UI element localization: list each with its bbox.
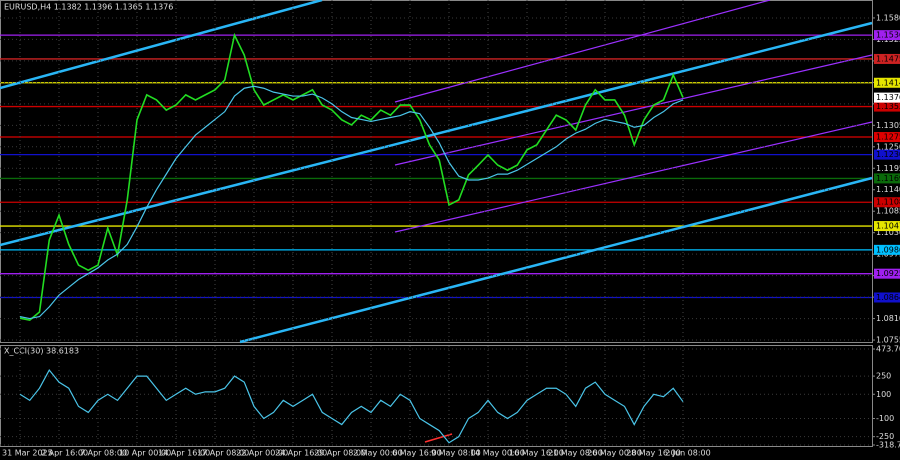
series-line — [19, 368, 684, 444]
divergence-line — [424, 433, 453, 443]
y-tick-label: 1.0810 — [876, 314, 900, 323]
y-tick-label: 1.1580 — [876, 13, 900, 22]
x-tick-label: 14 Apr 16:00 — [158, 449, 210, 458]
level-label: 1.1169 — [876, 174, 900, 183]
price-label-bg — [874, 92, 900, 103]
series-line — [19, 85, 684, 320]
level-label-bg — [874, 221, 900, 232]
level-label: 1.1230 — [876, 150, 900, 159]
level-label-bg — [874, 101, 900, 112]
level-label-bg — [874, 132, 900, 143]
x-tick-label: 2 Apr 16:00 — [41, 449, 88, 458]
level-label: 1.1108 — [876, 198, 900, 207]
channel-line — [239, 176, 873, 344]
x-tick-label: 21 May 08:00 — [548, 449, 603, 458]
channel-line — [394, 121, 873, 233]
channel-line — [0, 0, 323, 90]
level-label: 1.0986 — [876, 245, 900, 254]
level-label-bg — [874, 77, 900, 88]
level-label: 1.1353 — [876, 102, 900, 111]
series-line — [19, 32, 684, 321]
x-tick-label: 10 Apr 00:00 — [119, 449, 171, 458]
x-tick-label: 14 May 00:00 — [470, 449, 525, 458]
level-label: 1.1536 — [876, 31, 900, 40]
level-label-bg — [874, 149, 900, 160]
y-tick-label: 473.707 — [876, 345, 900, 354]
x-tick-label: 7 Apr 08:00 — [80, 449, 127, 458]
channel-line — [0, 21, 873, 247]
price-label: 1.1376 — [876, 93, 900, 102]
x-tick-label: 22 Apr 00:00 — [236, 449, 288, 458]
y-tick-label: -318.786 — [876, 441, 900, 450]
level-label: 1.0864 — [876, 293, 900, 302]
channel-line — [394, 0, 771, 103]
y-tick-label: 1.1250 — [876, 142, 900, 151]
level-label: 1.1275 — [876, 133, 900, 142]
x-tick-label: 6 May 16:00 — [392, 449, 442, 458]
y-tick-label: 1.1305 — [876, 121, 900, 130]
y-tick-label: -100 — [876, 414, 894, 423]
main-frame — [0, 0, 873, 343]
level-label-bg — [874, 197, 900, 208]
level-label-bg — [874, 268, 900, 279]
level-label-bg — [874, 30, 900, 41]
level-label: 1.1047 — [876, 222, 900, 231]
x-tick-label: 31 Mar 2025 — [2, 449, 53, 458]
channel-lines — [0, 0, 873, 443]
x-tick-label: 2 Jun 08:00 — [665, 449, 711, 458]
y-tick-label: 1.1195 — [876, 164, 900, 173]
level-label-bg — [874, 292, 900, 303]
level-label: 1.0925 — [876, 269, 900, 278]
cci-frame — [0, 345, 873, 447]
x-tick-label: 2 May 00:00 — [353, 449, 403, 458]
indicator-title: X_CCI(30) 38.6183 — [4, 347, 79, 356]
x-tick-label: 28 May 16:00 — [626, 449, 681, 458]
channel-line — [394, 54, 873, 166]
y-tick-label: 1.1030 — [876, 228, 900, 237]
x-tick-label: 24 Apr 16:00 — [275, 449, 327, 458]
y-tick-label: 250 — [876, 372, 891, 381]
y-tick-label: 1.1085 — [876, 207, 900, 216]
y-tick-label: 100 — [876, 390, 891, 399]
level-label: 1.1475 — [876, 54, 900, 63]
y-tick-label: 1.0755 — [876, 336, 900, 345]
x-tick-label: 17 Apr 08:00 — [197, 449, 249, 458]
x-tick-label: 29 Apr 08:00 — [314, 449, 366, 458]
level-label-bg — [874, 173, 900, 184]
x-tick-label: 16 May 16:00 — [509, 449, 564, 458]
x-tick-label: 26 May 00:00 — [587, 449, 642, 458]
chart-title: EURUSD,H4 1.1382 1.1396 1.1365 1.1376 — [4, 3, 173, 12]
level-label-bg — [874, 53, 900, 64]
y-tick-label: -250 — [876, 432, 894, 441]
level-label-bg — [874, 244, 900, 255]
x-tick-label: 9 May 08:00 — [431, 449, 481, 458]
level-label: 1.1414 — [876, 78, 900, 87]
y-tick-label: 1.1140 — [876, 185, 900, 194]
